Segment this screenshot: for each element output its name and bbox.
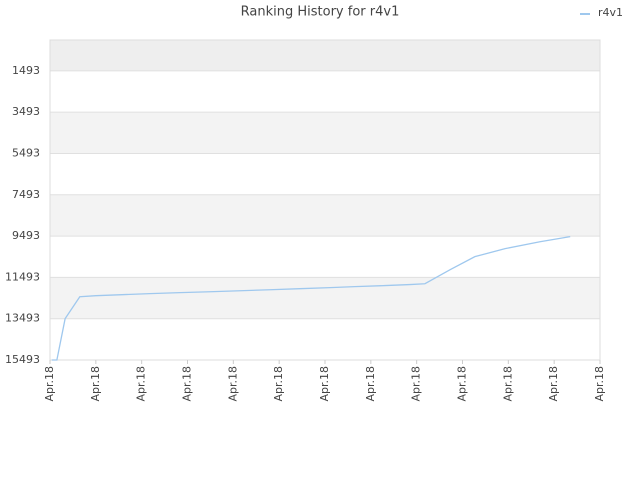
band <box>50 277 600 319</box>
band <box>50 194 600 237</box>
y-tick-label: 7493 <box>12 188 40 201</box>
band <box>50 236 600 278</box>
y-tick-label: 5493 <box>12 146 40 159</box>
y-tick-label: 15493 <box>5 353 40 366</box>
y-tick-label: 11493 <box>5 270 40 283</box>
x-tick-label: Apr.18 <box>593 366 606 402</box>
x-tick-label: Apr.18 <box>135 366 148 402</box>
x-tick-label: Apr.18 <box>226 366 239 402</box>
data-line <box>51 235 571 361</box>
x-tick-label: Apr.18 <box>456 366 469 402</box>
y-tick-label: 3493 <box>12 105 40 118</box>
legend-label: r4v1 <box>598 6 623 19</box>
band <box>50 70 600 113</box>
chart-title: Ranking History for r4v1 <box>241 5 400 20</box>
x-tick-label: Apr.18 <box>501 366 514 402</box>
y-tick-label: 9493 <box>12 229 40 242</box>
x-tick-label: Apr.18 <box>272 366 285 402</box>
x-tick-label: Apr.18 <box>318 366 331 402</box>
x-tick-label: Apr.18 <box>43 366 56 402</box>
x-tick-label: Apr.18 <box>181 366 194 402</box>
x-tick-label: Apr.18 <box>410 366 423 402</box>
band <box>50 40 600 71</box>
band <box>50 112 600 154</box>
band <box>50 318 600 360</box>
x-tick-label: Apr.18 <box>547 366 560 402</box>
y-tick-label: 13493 <box>5 312 40 325</box>
y-tick-label: 1493 <box>12 64 40 77</box>
x-tick-label: Apr.18 <box>89 366 102 402</box>
x-tick-label: Apr.18 <box>364 366 377 402</box>
band <box>50 153 600 195</box>
